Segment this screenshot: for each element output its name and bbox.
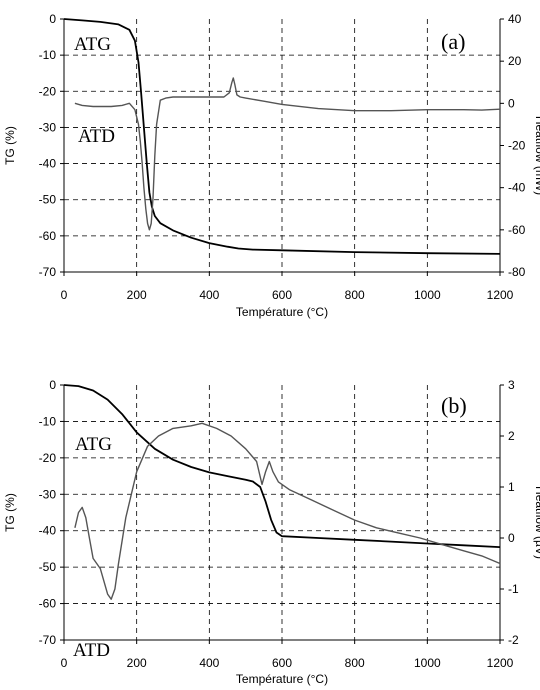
y-tick-label: -70 — [39, 265, 57, 279]
series-label-atd: ATD — [73, 640, 110, 661]
series-label-atg: ATG — [74, 34, 111, 55]
panel-label: (a) — [441, 29, 465, 54]
x-tick-label: 200 — [127, 288, 147, 302]
panel-b-chart: 0 200 400 600 800 1000 12000-10-20-30-40-50-60… — [3, 378, 540, 686]
y-tick-label: -60 — [39, 229, 57, 243]
x-axis-title: Température (°C) — [236, 672, 328, 686]
y-tick-label: -50 — [39, 193, 57, 207]
y2-axis-title: Heatflow (mW) — [533, 116, 540, 195]
y-tick-label: 0 — [49, 12, 56, 26]
y-tick-label: -30 — [39, 120, 57, 134]
y2-tick-label: 0 — [508, 96, 515, 110]
x-tick-label: 200 — [127, 656, 147, 670]
x-tick-label: 400 — [199, 656, 219, 670]
series-label-atg: ATG — [75, 434, 112, 455]
y-tick-label: 0 — [49, 378, 56, 392]
x-tick-label: 1000 — [414, 656, 441, 670]
y-tick-label: -10 — [39, 414, 57, 428]
y2-axis-title: Heatflow (µV) — [533, 486, 540, 559]
y-tick-label: -70 — [39, 633, 57, 647]
series-label-atd: ATD — [78, 126, 115, 147]
y2-tick-label: -60 — [508, 223, 526, 237]
y2-tick-label: 20 — [508, 54, 522, 68]
y-tick-label: -60 — [39, 597, 57, 611]
series-line-atg — [63, 18, 501, 255]
series-line-atg — [63, 384, 501, 548]
y2-tick-label: -40 — [508, 181, 526, 195]
y-tick-label: -40 — [39, 524, 57, 538]
x-tick-label: 1200 — [487, 288, 514, 302]
x-tick-label: 400 — [199, 288, 219, 302]
y-tick-label: -20 — [39, 451, 57, 465]
y-tick-label: -50 — [39, 560, 57, 574]
y2-tick-label: -20 — [508, 139, 526, 153]
y2-tick-label: 0 — [508, 531, 515, 545]
y-tick-label: -30 — [39, 487, 57, 501]
x-tick-label: 800 — [345, 288, 365, 302]
y2-tick-label: -80 — [508, 265, 526, 279]
y2-tick-label: -1 — [508, 582, 519, 596]
y-tick-label: -20 — [39, 84, 57, 98]
y2-tick-label: 2 — [508, 429, 515, 443]
x-axis-title: Température (°C) — [236, 305, 328, 319]
x-tick-label: 0 — [61, 288, 68, 302]
series-line-atd — [74, 77, 501, 231]
x-tick-label: 0 — [61, 656, 68, 670]
y2-tick-label: 1 — [508, 480, 515, 494]
y-axis-title: TG (%) — [3, 126, 17, 165]
series-line-atd — [74, 422, 501, 600]
y2-tick-label: 3 — [508, 378, 515, 392]
x-tick-label: 1000 — [414, 288, 441, 302]
y-tick-label: -10 — [39, 48, 57, 62]
x-tick-label: 600 — [272, 288, 292, 302]
x-tick-label: 800 — [345, 656, 365, 670]
y-tick-label: -40 — [39, 157, 57, 171]
y-axis-title: TG (%) — [3, 493, 17, 532]
panel-label: (b) — [441, 393, 467, 418]
y2-tick-label: 40 — [508, 12, 522, 26]
x-tick-label: 600 — [272, 656, 292, 670]
x-tick-label: 1200 — [487, 656, 514, 670]
panel-a-chart: 0 200 400 600 800 1000 12000-10-20-30-40-50-60… — [3, 12, 540, 319]
y2-tick-label: -2 — [508, 633, 519, 647]
